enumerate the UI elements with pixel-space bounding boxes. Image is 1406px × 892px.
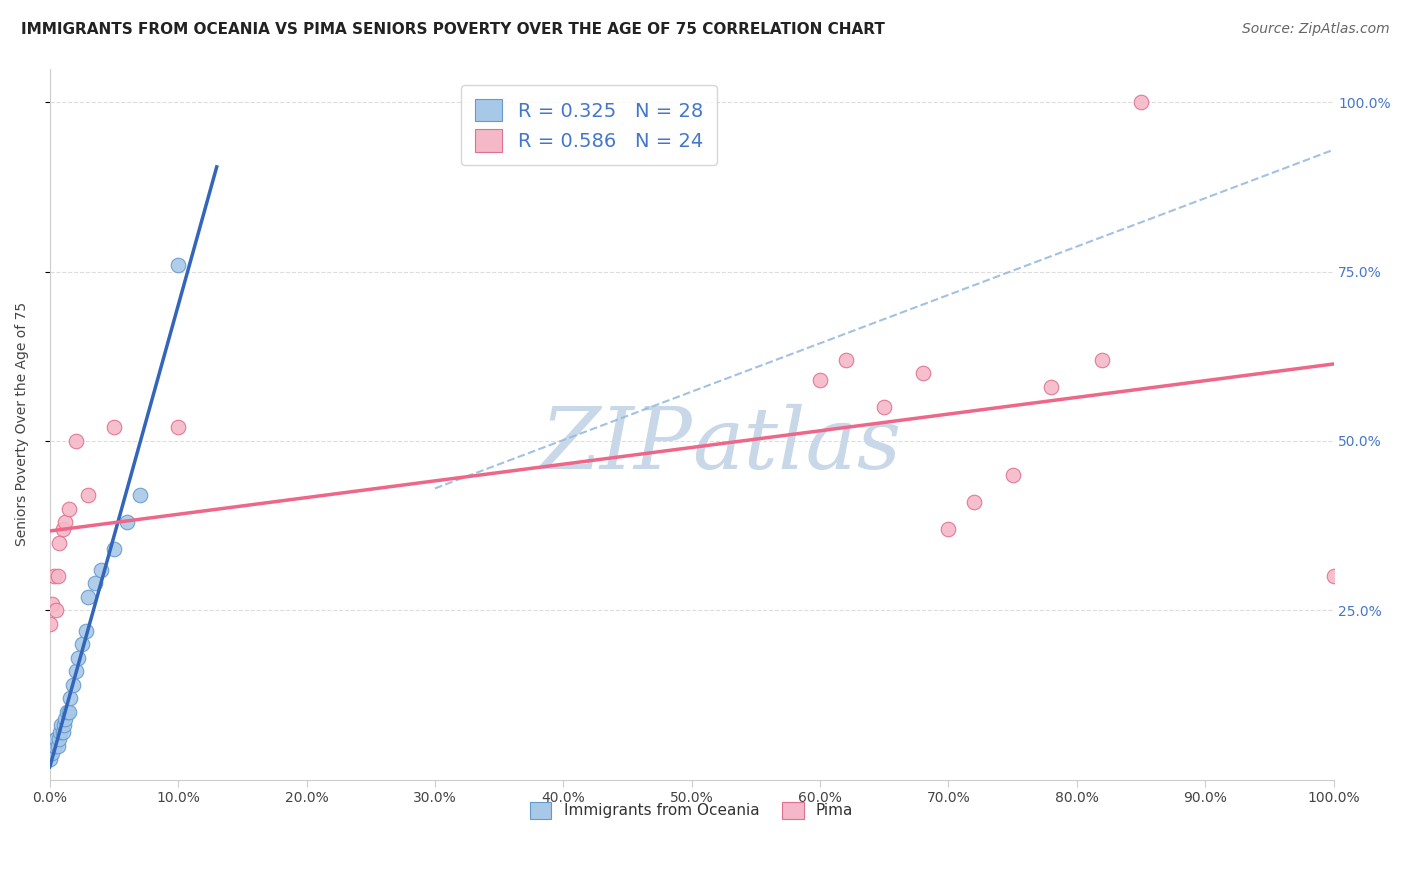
Point xyxy=(77,488,100,502)
Point xyxy=(835,352,858,367)
Point xyxy=(41,746,63,760)
Point xyxy=(873,400,896,414)
Point xyxy=(103,542,125,557)
Legend: Immigrants from Oceania, Pima: Immigrants from Oceania, Pima xyxy=(524,796,859,825)
Point xyxy=(70,637,93,651)
Point xyxy=(65,665,87,679)
Point xyxy=(45,731,67,746)
Point xyxy=(963,495,986,509)
Point xyxy=(42,739,65,753)
Point xyxy=(128,488,150,502)
Point xyxy=(58,705,80,719)
Point xyxy=(49,725,72,739)
Point xyxy=(83,576,105,591)
Point xyxy=(53,515,76,529)
Point xyxy=(46,739,69,753)
Point xyxy=(58,501,80,516)
Point xyxy=(48,535,70,549)
Point xyxy=(41,597,63,611)
Point xyxy=(115,515,138,529)
Point xyxy=(77,590,100,604)
Point xyxy=(38,752,60,766)
Point xyxy=(45,603,67,617)
Point xyxy=(1322,569,1344,583)
Point xyxy=(1001,467,1024,482)
Point xyxy=(103,420,125,434)
Y-axis label: Seniors Poverty Over the Age of 75: Seniors Poverty Over the Age of 75 xyxy=(15,302,30,546)
Point xyxy=(52,718,75,732)
Point xyxy=(90,563,112,577)
Point xyxy=(46,569,69,583)
Point xyxy=(55,705,77,719)
Point xyxy=(45,731,67,746)
Point xyxy=(44,739,66,753)
Text: ZIP: ZIP xyxy=(540,404,692,487)
Point xyxy=(1129,95,1152,110)
Point xyxy=(52,522,75,536)
Point xyxy=(67,650,90,665)
Text: IMMIGRANTS FROM OCEANIA VS PIMA SENIORS POVERTY OVER THE AGE OF 75 CORRELATION C: IMMIGRANTS FROM OCEANIA VS PIMA SENIORS … xyxy=(21,22,884,37)
Point xyxy=(53,712,76,726)
Point xyxy=(938,522,960,536)
Point xyxy=(1040,380,1063,394)
Point xyxy=(48,731,70,746)
Point xyxy=(808,373,831,387)
Point xyxy=(911,366,934,380)
Point xyxy=(167,420,190,434)
Text: atlas: atlas xyxy=(692,404,901,487)
Point xyxy=(62,678,84,692)
Point xyxy=(167,258,190,272)
Point xyxy=(1091,352,1114,367)
Point xyxy=(52,725,75,739)
Point xyxy=(75,624,97,638)
Point xyxy=(38,616,60,631)
Point xyxy=(59,691,82,706)
Text: Source: ZipAtlas.com: Source: ZipAtlas.com xyxy=(1241,22,1389,37)
Point xyxy=(42,569,65,583)
Point xyxy=(51,718,73,732)
Point xyxy=(65,434,87,448)
